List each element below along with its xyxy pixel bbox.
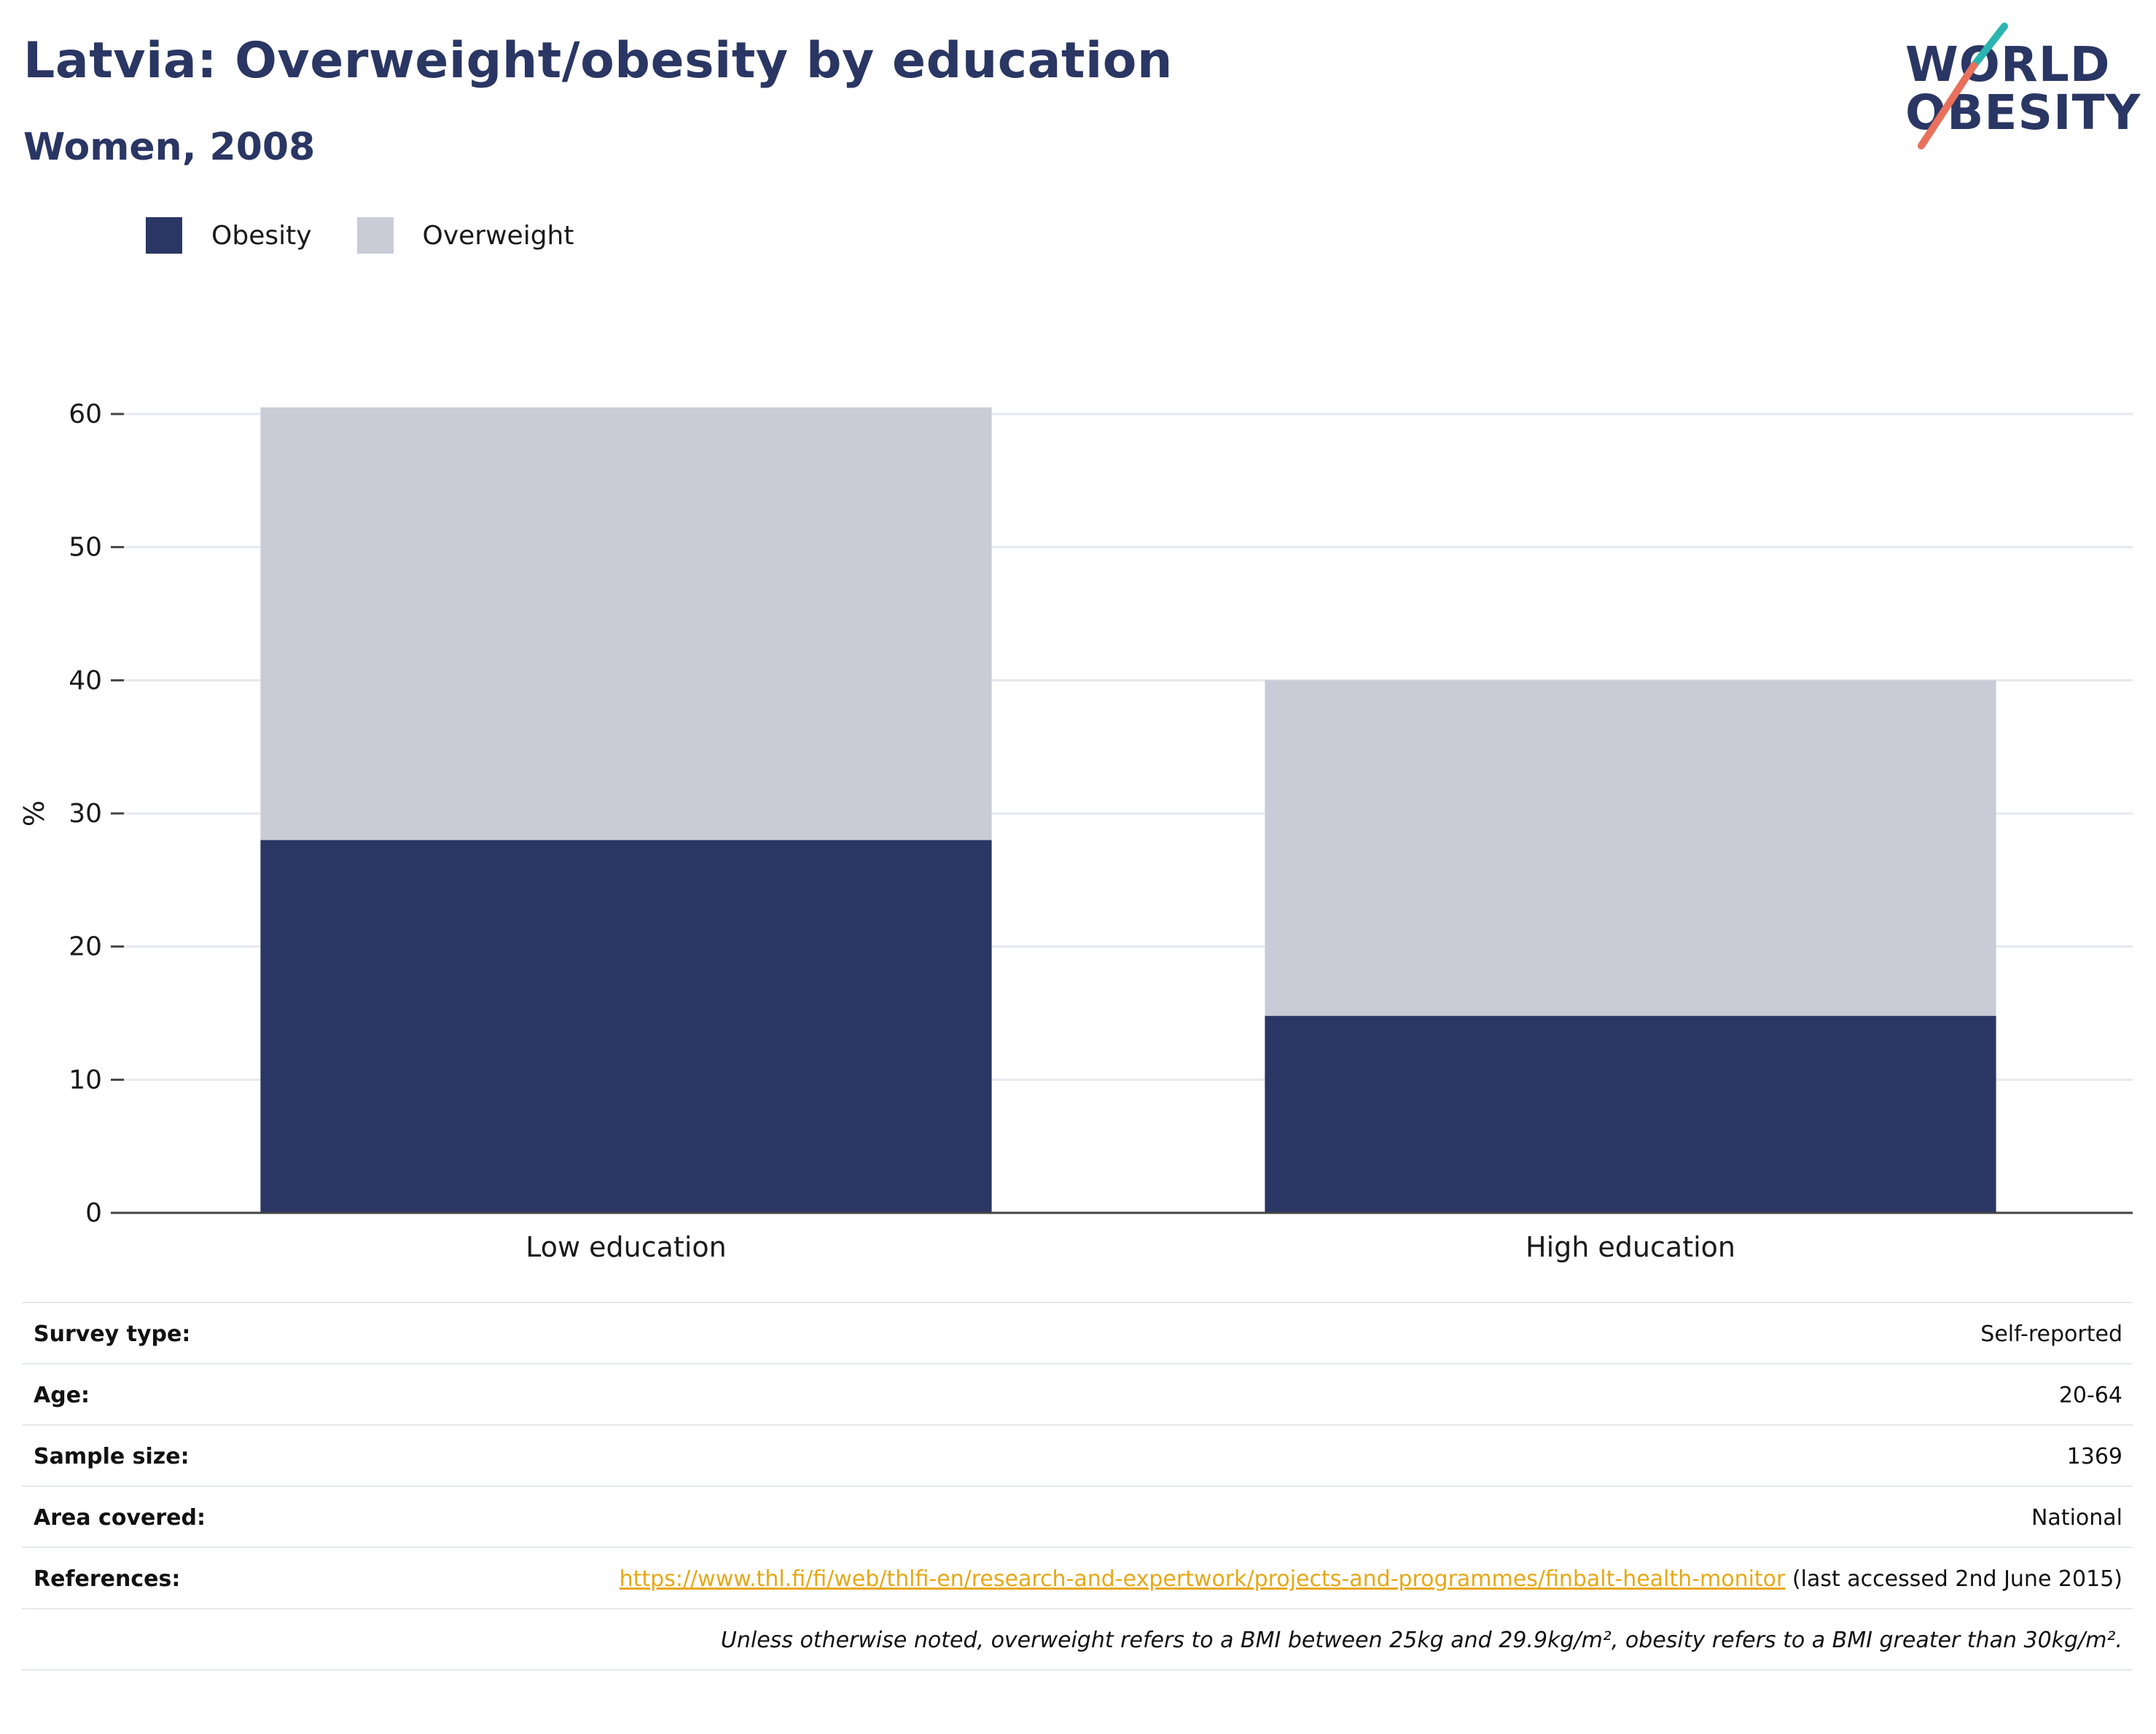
bmi-footnote: Unless otherwise noted, overweight refer… bbox=[720, 1628, 2122, 1653]
legend-label-obesity: Obesity bbox=[211, 220, 312, 251]
x-tick-label: High education bbox=[1526, 1231, 1735, 1263]
sample-size-label: Sample size: bbox=[34, 1444, 190, 1469]
y-tick-label: 30 bbox=[69, 799, 102, 829]
survey-type-value: Self-reported bbox=[1980, 1321, 2122, 1347]
bar-overweight-low-education bbox=[260, 407, 992, 840]
references-row: References: https://www.thl.fi/fi/web/th… bbox=[22, 1547, 2133, 1608]
references-value: https://www.thl.fi/fi/web/thlfi-en/resea… bbox=[620, 1564, 2122, 1595]
world-obesity-logo: WORLD OBESITY bbox=[1895, 22, 2143, 153]
survey-type-row: Survey type: Self-reported bbox=[22, 1302, 2133, 1363]
survey-info-table: Survey type: Self-reported Age: 20-64 Sa… bbox=[22, 1302, 2133, 1671]
footnote-row: Unless otherwise noted, overweight refer… bbox=[22, 1608, 2133, 1671]
references-label: References: bbox=[34, 1566, 181, 1592]
logo-slash-icon bbox=[1918, 23, 2008, 149]
reference-note: (last accessed 2nd June 2015) bbox=[1785, 1566, 2122, 1592]
bar-overweight-high-education bbox=[1265, 680, 1996, 1016]
chart-title: Latvia: Overweight/obesity by education bbox=[23, 32, 1173, 90]
area-covered-value: National bbox=[2031, 1505, 2122, 1531]
area-covered-label: Area covered: bbox=[34, 1505, 206, 1531]
y-tick-label: 0 bbox=[85, 1198, 102, 1228]
age-value: 20-64 bbox=[2058, 1383, 2122, 1408]
chart-legend: Obesity Overweight bbox=[146, 217, 619, 254]
sample-size-row: Sample size: 1369 bbox=[22, 1424, 2133, 1485]
reference-link[interactable]: https://www.thl.fi/fi/web/thlfi-en/resea… bbox=[619, 1566, 1786, 1592]
y-tick-label: 40 bbox=[69, 665, 102, 695]
legend-item-overweight[interactable]: Overweight bbox=[356, 217, 574, 254]
area-covered-row: Area covered: National bbox=[22, 1485, 2133, 1547]
bar-obesity-low-education bbox=[260, 840, 992, 1213]
age-label: Age: bbox=[34, 1383, 90, 1408]
legend-item-obesity[interactable]: Obesity bbox=[146, 217, 312, 254]
logo-word-world: WORLD bbox=[1905, 36, 2111, 93]
legend-swatch-overweight bbox=[356, 217, 394, 254]
legend-swatch-obesity bbox=[146, 217, 182, 254]
y-tick-label: 10 bbox=[69, 1065, 102, 1095]
chart-subtitle: Women, 2008 bbox=[23, 125, 316, 169]
y-axis-title: % bbox=[18, 800, 50, 827]
y-tick-label: 20 bbox=[69, 932, 102, 962]
y-tick-label: 50 bbox=[69, 533, 102, 563]
age-row: Age: 20-64 bbox=[22, 1363, 2133, 1424]
sample-size-value: 1369 bbox=[2066, 1444, 2122, 1469]
x-tick-label: Low education bbox=[526, 1231, 726, 1263]
stacked-bar-chart: 0 10 20 30 40 50 60% Low education High educatio… bbox=[18, 399, 2133, 1263]
bar-obesity-high-education bbox=[1265, 1015, 1996, 1213]
survey-type-label: Survey type: bbox=[34, 1321, 191, 1347]
y-tick-label: 60 bbox=[69, 399, 102, 429]
legend-label-overweight: Overweight bbox=[422, 220, 574, 251]
